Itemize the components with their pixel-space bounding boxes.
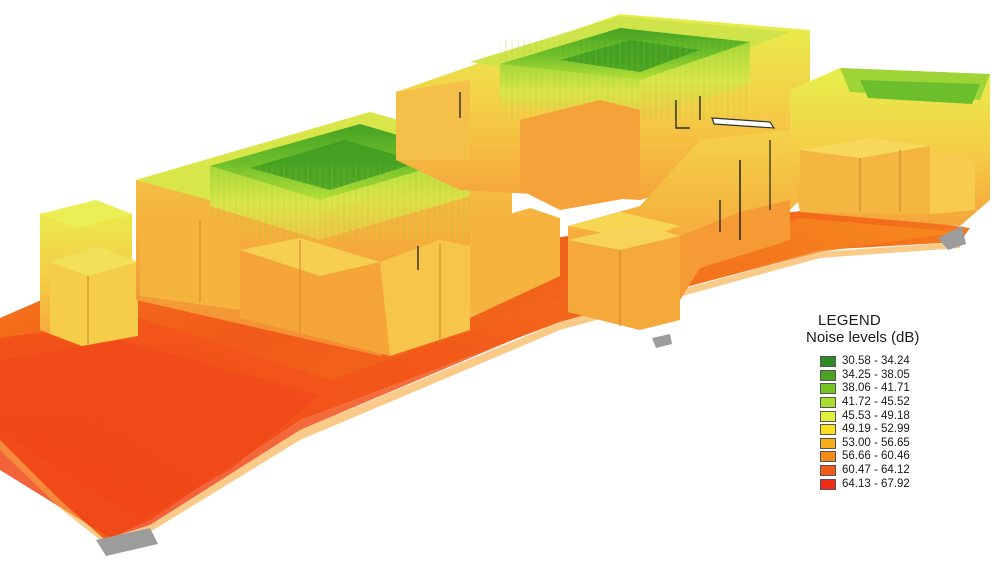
legend-item: 34.25 - 38.05: [806, 369, 986, 383]
legend-item-label: 30.58 - 34.24: [842, 355, 910, 368]
base-slab-right: [938, 226, 966, 250]
legend-item-label: 53.00 - 56.65: [842, 436, 910, 449]
legend-swatch: [820, 356, 836, 368]
legend-item-label: 38.06 - 41.71: [842, 382, 910, 395]
legend-item: 38.06 - 41.71: [806, 382, 986, 396]
legend-title: LEGEND: [818, 312, 881, 329]
legend: LEGEND Noise levels (dB) 30.58 - 34.24 34…: [806, 312, 986, 491]
legend-swatch: [820, 410, 836, 422]
legend-swatch: [820, 369, 836, 381]
legend-swatch: [820, 397, 836, 409]
legend-item: 45.53 - 49.18: [806, 409, 986, 423]
legend-swatch: [820, 383, 836, 395]
legend-item: 30.58 - 34.24: [806, 355, 986, 369]
legend-item: 64.13 - 67.92: [806, 477, 986, 491]
legend-item-label: 64.13 - 67.92: [842, 477, 910, 490]
building-block-a: [136, 112, 560, 356]
rooftop-marker: [711, 117, 776, 129]
legend-swatch: [820, 424, 836, 436]
base-slab-mid: [652, 334, 672, 348]
legend-swatch: [820, 437, 836, 449]
legend-item: 60.47 - 64.12: [806, 464, 986, 478]
legend-item-label: 45.53 - 49.18: [842, 409, 910, 422]
building-left-tower: [40, 200, 138, 346]
legend-items: 30.58 - 34.24 34.25 - 38.05 38.06 - 41.71 4…: [806, 355, 986, 491]
legend-item: 49.19 - 52.99: [806, 423, 986, 437]
legend-item-label: 41.72 - 45.52: [842, 396, 910, 409]
legend-subtitle: Noise levels (dB): [806, 329, 920, 346]
building-block-c: [568, 130, 800, 330]
legend-item-label: 60.47 - 64.12: [842, 464, 910, 477]
legend-swatch: [820, 451, 836, 463]
legend-item: 41.72 - 45.52: [806, 396, 986, 410]
legend-swatch: [820, 465, 836, 477]
ground-front-edge: [0, 242, 960, 548]
base-slab-front: [96, 528, 158, 556]
legend-item: 53.00 - 56.65: [806, 437, 986, 451]
ground-hot-zone: [0, 340, 320, 520]
legend-item-label: 56.66 - 60.46: [842, 450, 910, 463]
legend-item-label: 49.19 - 52.99: [842, 423, 910, 436]
legend-swatch: [820, 478, 836, 490]
legend-item: 56.66 - 60.46: [806, 450, 986, 464]
facade-edge-lines: [417, 92, 721, 270]
building-block-d: [790, 68, 990, 226]
legend-item-label: 34.25 - 38.05: [842, 368, 910, 381]
